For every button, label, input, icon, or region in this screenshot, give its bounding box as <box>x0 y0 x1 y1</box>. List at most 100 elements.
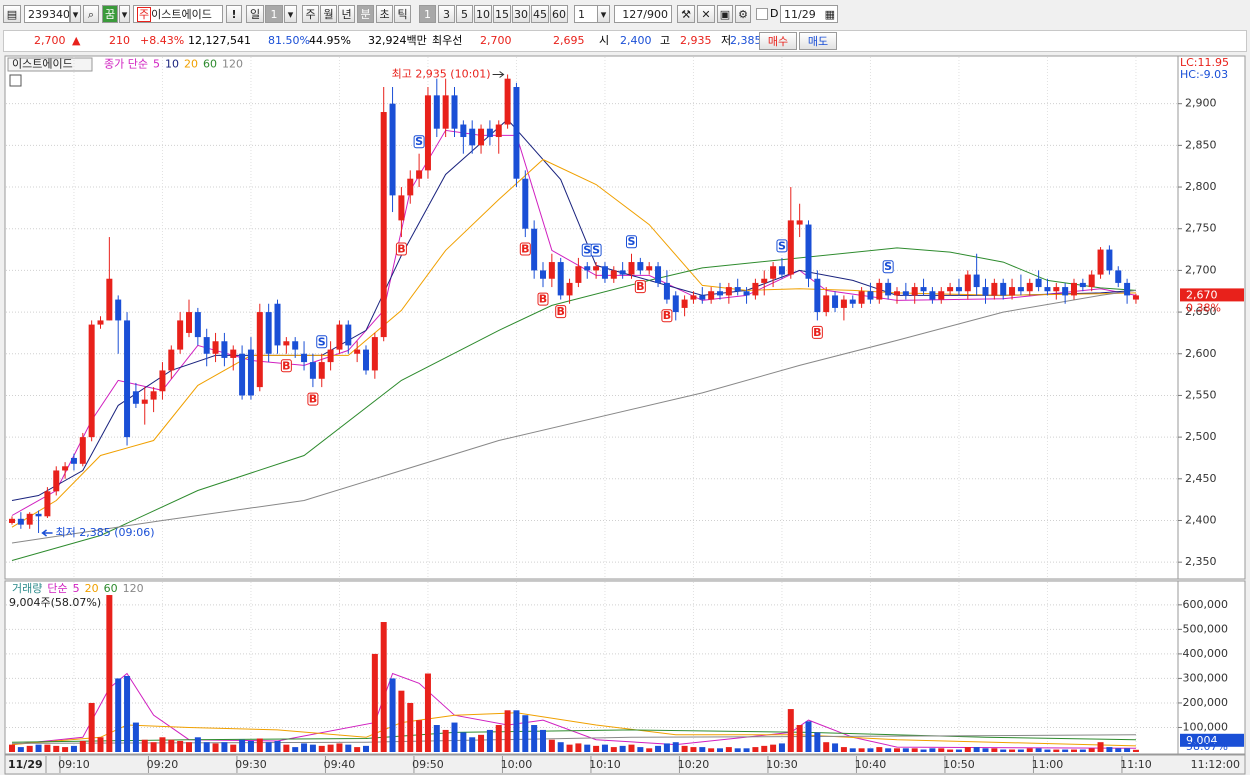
candle-body <box>460 124 467 138</box>
period-button[interactable]: 일 <box>246 5 264 23</box>
candle-body <box>513 87 520 179</box>
tool-icon[interactable]: ✕ <box>697 5 715 23</box>
candle-body <box>203 337 210 354</box>
signal-label: B <box>309 393 317 406</box>
candle-body <box>1088 274 1095 288</box>
volume-bar <box>1035 748 1042 752</box>
period-button[interactable]: 분 <box>357 5 374 23</box>
dropdown[interactable]: ▾ <box>70 5 81 23</box>
interval-select[interactable]: 1 <box>574 5 598 23</box>
candle-body <box>663 282 670 300</box>
volume-bar <box>947 749 954 752</box>
candle-body <box>752 282 759 296</box>
y-tick-label: 400,000 <box>1183 647 1229 660</box>
volume-bar <box>265 742 272 752</box>
rate: +8.43% <box>140 34 185 47</box>
interval-button[interactable]: 10 <box>474 5 492 23</box>
signal-marker <box>811 325 823 339</box>
candle-body <box>566 282 573 296</box>
interval-button[interactable]: 15 <box>493 5 511 23</box>
volume-bar <box>699 747 706 752</box>
low-note: 최저 2,385 (09:06) <box>56 526 155 539</box>
legend-entry: 5 <box>153 58 160 71</box>
count-box[interactable]: 127/900 <box>614 5 672 23</box>
candle-body <box>1071 282 1077 296</box>
volume-bar <box>708 748 715 752</box>
price-panel <box>4 55 1179 580</box>
name-box[interactable]: 주 이스트에이드 <box>133 5 223 23</box>
dropdown[interactable]: ▾ <box>284 5 297 23</box>
interval-button[interactable]: 45 <box>531 5 549 23</box>
signal-marker <box>280 359 292 373</box>
candle-body <box>79 437 86 464</box>
candle-body <box>504 78 511 125</box>
x-tick-label: 10:10 <box>589 758 621 771</box>
tool-icon[interactable]: ⚒ <box>677 5 695 23</box>
settings-icon[interactable]: ⚙ <box>735 5 751 23</box>
candle-body <box>973 274 980 288</box>
candle-body <box>557 262 564 296</box>
volume-bar <box>1009 749 1016 752</box>
legend-entry: 120 <box>222 58 243 71</box>
period-button[interactable]: 초 <box>376 5 393 23</box>
candle-body <box>601 266 608 279</box>
candle-body <box>814 278 821 313</box>
interval-button[interactable]: 60 <box>550 5 568 23</box>
lc-label: LC:11.95 <box>1180 56 1229 69</box>
candle-body <box>619 270 626 275</box>
candle-body <box>867 291 874 300</box>
buy-button[interactable]: 매수 <box>759 32 797 50</box>
candle-body <box>548 262 555 279</box>
alert-button[interactable]: ! <box>226 5 242 23</box>
period-button[interactable]: 월 <box>320 5 337 23</box>
candle-body <box>1009 287 1016 296</box>
candle-body <box>132 391 139 404</box>
volume-bar <box>876 747 883 752</box>
volume-bar <box>575 743 582 752</box>
dropdown[interactable]: ▾ <box>119 5 130 23</box>
signal-marker <box>537 292 549 306</box>
y-tick-label: 100,000 <box>1183 720 1229 733</box>
signal-label: B <box>636 280 644 293</box>
candle-body <box>1035 278 1042 288</box>
legend: 종가 단순 5 10 20 60 120 <box>104 58 243 71</box>
interval-button[interactable]: 1 <box>419 5 436 23</box>
dropdown[interactable]: ▾ <box>597 5 610 23</box>
candle-body <box>1079 282 1086 288</box>
volume-bar <box>814 732 821 752</box>
legend-entry: 60 <box>104 582 118 595</box>
period-button[interactable]: 주 <box>302 5 319 23</box>
volume-bar <box>451 722 458 752</box>
volume-bar <box>486 729 493 752</box>
search-button[interactable]: ⌕ <box>83 5 99 23</box>
candle-body <box>194 312 201 338</box>
period-button[interactable]: 년 <box>338 5 355 23</box>
candle-body <box>734 287 741 292</box>
legend-entry: 20 <box>184 58 198 71</box>
menu-icon[interactable]: ▤ <box>3 5 21 23</box>
save-icon[interactable]: ▣ <box>717 5 733 23</box>
sell-button[interactable]: 매도 <box>799 32 837 50</box>
volume-axis-panel <box>1177 580 1246 755</box>
group-icon[interactable]: 꿈 <box>102 5 118 23</box>
interval-button[interactable]: 5 <box>456 5 473 23</box>
d-label: D <box>770 7 779 20</box>
last-rate: 0.38% <box>1186 301 1221 314</box>
volume-bar <box>1062 749 1069 752</box>
x-tick-label: 09:30 <box>235 758 267 771</box>
interval-button[interactable]: 3 <box>438 5 455 23</box>
volume-bar <box>1097 742 1104 752</box>
date-box[interactable]: 11/29 ▦ <box>780 5 838 23</box>
checkbox[interactable] <box>756 8 768 20</box>
ma-line <box>11 247 1137 561</box>
y-tick-label: 2,400 <box>1185 513 1217 526</box>
period-number[interactable]: 1 <box>265 5 283 23</box>
period-button[interactable]: 틱 <box>394 5 411 23</box>
code-input[interactable]: 239340 <box>24 5 70 23</box>
volume-bar <box>938 748 945 752</box>
interval-button[interactable]: 30 <box>512 5 530 23</box>
candle-body <box>840 299 847 308</box>
volume-bar <box>531 725 538 752</box>
y-tick-label: 300,000 <box>1183 671 1229 684</box>
volume-bar <box>460 732 467 752</box>
